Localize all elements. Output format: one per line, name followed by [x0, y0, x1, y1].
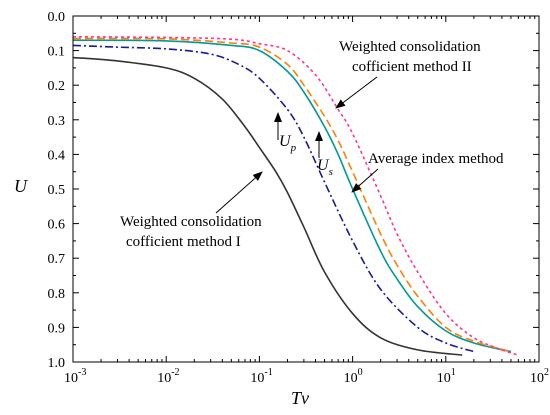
x-tick-label: 100: [344, 367, 363, 386]
y-axis: 0.0 0.1 0.2 0.3 0.4 0.5 0.6 0.7 0.8 0.9 1.0: [48, 10, 539, 371]
y-tick-label: 0.0: [48, 10, 66, 25]
x-tick-label: 10-2: [157, 367, 179, 386]
x-tick-label: 102: [530, 367, 549, 386]
annotation-average-index: Average index method: [368, 151, 504, 167]
series-line-1: [72, 56, 463, 356]
y-tick-label: 0.2: [48, 79, 66, 94]
y-tick-label: 0.3: [48, 114, 66, 129]
x-tick-label: 101: [437, 367, 456, 386]
annotation-us-label: Us: [317, 157, 333, 178]
y-axis-title: U: [14, 176, 28, 196]
series-line-3: [72, 39, 512, 353]
y-tick-label: 0.1: [48, 45, 66, 60]
annotation-method1-arrow: [215, 171, 263, 214]
y-tick-label: 0.5: [48, 183, 66, 198]
x-axis-title: Tv: [291, 388, 309, 408]
annotation-method2-line1: Weighted consolidation: [339, 39, 481, 55]
y-tick-label: 0.8: [48, 287, 66, 302]
y-tick-label: 1.0: [48, 356, 66, 371]
annotation-method2-line2: cofficient method II: [352, 59, 472, 75]
annotation-method1-line1: Weighted consolidation: [120, 214, 262, 230]
y-tick-label: 0.7: [48, 252, 66, 267]
annotation-up-label: Up: [279, 133, 297, 154]
annotation-method1-line2: cofficient method I: [126, 234, 241, 250]
annotation-average-index-arrow: [351, 168, 379, 193]
x-tick-label: 10-1: [250, 367, 272, 386]
series-line-4: [72, 37, 512, 353]
series-line-2: [72, 44, 475, 353]
series-line-5: [72, 35, 519, 356]
x-tick-label: 10-3: [64, 367, 86, 386]
y-tick-label: 0.6: [48, 218, 66, 233]
x-axis: 10-3 10-2 10-1 100 101 102: [64, 16, 549, 386]
series-layer: [72, 35, 519, 356]
y-tick-label: 0.4: [48, 148, 66, 163]
y-tick-label: 0.9: [48, 321, 66, 336]
annotation-method2-arrow: [335, 76, 378, 109]
